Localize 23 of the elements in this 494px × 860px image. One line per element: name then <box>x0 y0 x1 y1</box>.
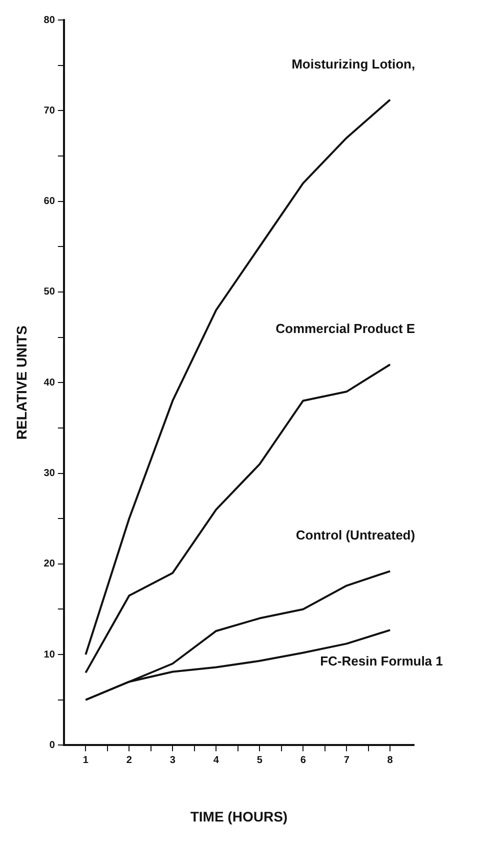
text: Control (Untreated) <box>296 528 416 543</box>
x-tick-label: 3 <box>170 754 176 766</box>
x-tick-label: 4 <box>213 754 220 766</box>
y-tick-label: 60 <box>44 196 56 208</box>
x-tick-label: 8 <box>387 754 394 766</box>
y-tick-label: 30 <box>44 468 56 479</box>
y-tick-label: 40 <box>44 377 56 388</box>
x-tick-label: 7 <box>344 754 350 766</box>
x-tick-label: 5 <box>256 754 263 766</box>
text: Commercial Product E <box>276 321 416 336</box>
x-axis-title: TIME (HOURS) <box>190 808 288 824</box>
y-tick-label: 20 <box>44 558 56 570</box>
x-tick-label: 2 <box>126 754 132 766</box>
y-axis-title: RELATIVE UNITS <box>13 326 30 440</box>
y-tick-label: 80 <box>44 14 56 26</box>
y-tick-label: 0 <box>49 740 56 751</box>
x-tick-label: 6 <box>300 754 306 766</box>
series-label: FC-Resin Formula 1 <box>320 654 443 669</box>
text: Moisturizing Lotion, <box>292 56 416 72</box>
y-tick-label: 10 <box>44 649 56 660</box>
y-tick-label: 70 <box>44 105 56 116</box>
x-tick-label: 1 <box>82 754 89 766</box>
y-tick-label: 50 <box>44 286 56 298</box>
